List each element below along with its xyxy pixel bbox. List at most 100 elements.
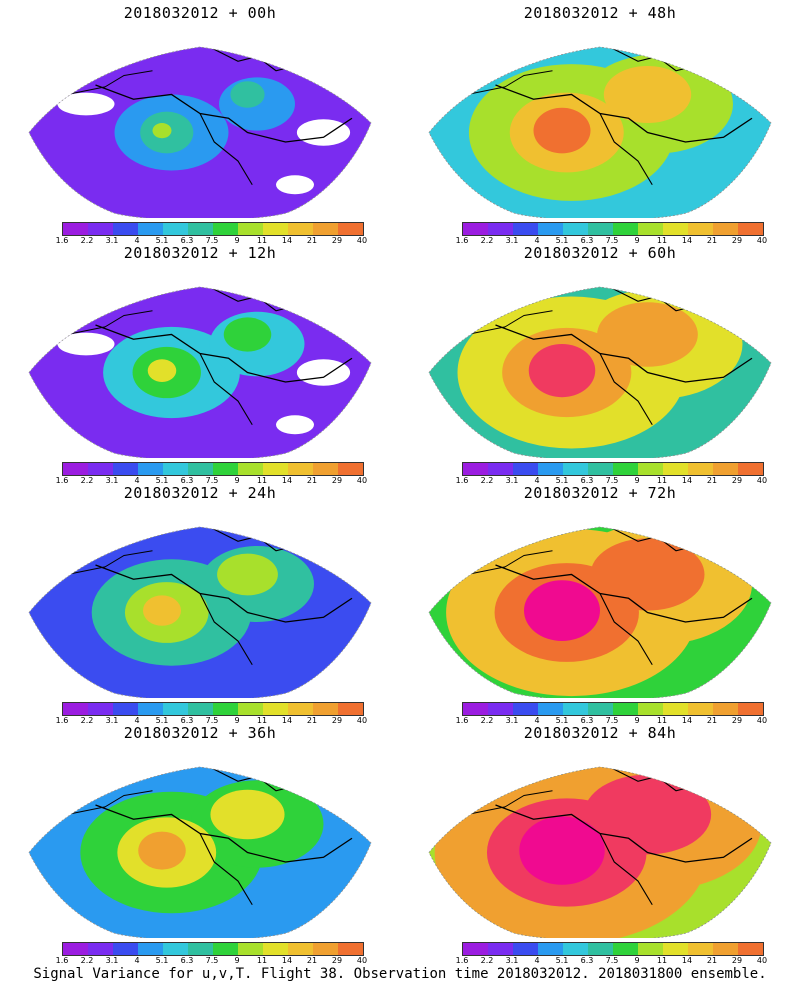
colorbar-tick-label: 14 [281, 476, 293, 485]
colorbar-tick-label: 11 [656, 956, 668, 965]
colorbar-tick-label: 2.2 [480, 236, 494, 245]
colorbar-ticks: 1.6 2.2 3.1 4 5.1 6.3 7.5 9 11 14 21 29 40 [450, 956, 767, 966]
colorbar-tick-label: 40 [756, 956, 768, 965]
colorbar-segment [588, 463, 613, 475]
colorbar-segment [588, 943, 613, 955]
colorbar-segment [463, 223, 488, 235]
colorbar-ticks: 1.6 2.2 3.1 4 5.1 6.3 7.5 9 11 14 21 29 40 [50, 236, 367, 246]
colorbar [62, 222, 364, 236]
colorbar-segment [488, 943, 513, 955]
colorbar-segment [738, 223, 763, 235]
colorbar-segment [163, 703, 188, 715]
variance-map [28, 46, 372, 218]
panel-title: 2018032012 + 84h [523, 724, 677, 742]
colorbar-tick-label: 3.1 [505, 716, 519, 725]
colorbar-segment [688, 463, 713, 475]
colorbar-segment [263, 463, 288, 475]
map-panel: 2018032012 + 00h 1.6 2.2 3.1 4 5.1 6.3 7.5 9 11 1… [0, 0, 400, 245]
colorbar-tick-label: 14 [281, 716, 293, 725]
colorbar-segment [213, 943, 238, 955]
colorbar-segment [238, 223, 263, 235]
colorbar-segment [163, 943, 188, 955]
colorbar-tick-label: 9 [634, 716, 640, 725]
colorbar-tick-label: 7.5 [605, 236, 619, 245]
colorbar-tick-label: 11 [256, 716, 268, 725]
colorbar-tick-label: 3.1 [505, 236, 519, 245]
colorbar-tick-label: 4 [534, 956, 540, 965]
colorbar-tick-label: 6.3 [580, 956, 594, 965]
colorbar-segment [263, 943, 288, 955]
colorbar-tick-label: 1.6 [455, 476, 469, 485]
colorbar [462, 942, 764, 956]
colorbar-tick-label: 2.2 [80, 716, 94, 725]
map-panel: 2018032012 + 72h 1.6 2.2 3.1 4 5.1 6.3 7.5 9 11 1… [400, 480, 800, 725]
colorbar-tick-label: 5.1 [555, 476, 569, 485]
colorbar-segment [613, 223, 638, 235]
colorbar-tick-label: 40 [756, 716, 768, 725]
colorbar-tick-label: 14 [681, 716, 693, 725]
colorbar-segment [163, 223, 188, 235]
colorbar-segment [713, 223, 738, 235]
colorbar-segment [288, 943, 313, 955]
colorbar-segment [63, 703, 88, 715]
colorbar-ticks: 1.6 2.2 3.1 4 5.1 6.3 7.5 9 11 14 21 29 40 [50, 476, 367, 486]
colorbar-segment [563, 463, 588, 475]
colorbar-segment [588, 223, 613, 235]
colorbar-segment [313, 943, 338, 955]
colorbar-segment [113, 703, 138, 715]
colorbar-tick-label: 9 [234, 236, 240, 245]
colorbar-segment [663, 223, 688, 235]
colorbar-segment [313, 463, 338, 475]
colorbar-segment [238, 703, 263, 715]
colorbar-segment [688, 943, 713, 955]
colorbar-tick-label: 6.3 [180, 716, 194, 725]
variance-map [428, 286, 772, 458]
colorbar-tick-label: 9 [234, 956, 240, 965]
colorbar-tick-label: 4 [134, 476, 140, 485]
colorbar-tick-label: 1.6 [55, 716, 69, 725]
colorbar-tick-label: 29 [731, 956, 743, 965]
colorbar-segment [188, 703, 213, 715]
colorbar-segment [513, 703, 538, 715]
colorbar-tick-label: 40 [756, 236, 768, 245]
colorbar-tick-label: 5.1 [155, 476, 169, 485]
colorbar-tick-label: 7.5 [205, 716, 219, 725]
colorbar-segment [713, 463, 738, 475]
colorbar-segment [738, 943, 763, 955]
colorbar-ticks: 1.6 2.2 3.1 4 5.1 6.3 7.5 9 11 14 21 29 40 [450, 236, 767, 246]
panel-title: 2018032012 + 72h [523, 484, 677, 502]
colorbar-tick-label: 6.3 [180, 236, 194, 245]
colorbar-tick-label: 4 [134, 956, 140, 965]
colorbar-tick-label: 40 [356, 236, 368, 245]
colorbar-tick-label: 11 [656, 716, 668, 725]
colorbar-tick-label: 4 [534, 476, 540, 485]
colorbar-tick-label: 21 [706, 716, 718, 725]
colorbar-segment [313, 703, 338, 715]
colorbar-segment [513, 943, 538, 955]
panel-title: 2018032012 + 36h [123, 724, 277, 742]
colorbar-segment [538, 703, 563, 715]
colorbar-tick-label: 9 [634, 476, 640, 485]
colorbar-tick-label: 7.5 [205, 476, 219, 485]
map-panel: 2018032012 + 12h 1.6 2.2 3.1 4 5.1 6.3 7.5 9 11 1… [0, 240, 400, 485]
colorbar-tick-label: 5.1 [555, 236, 569, 245]
colorbar-tick-label: 9 [234, 476, 240, 485]
colorbar [462, 462, 764, 476]
colorbar-segment [63, 943, 88, 955]
variance-map [28, 526, 372, 698]
colorbar-tick-label: 3.1 [105, 236, 119, 245]
colorbar-segment [138, 703, 163, 715]
colorbar-segment [338, 703, 363, 715]
colorbar-segment [63, 223, 88, 235]
colorbar-tick-label: 11 [256, 956, 268, 965]
map-panel: 2018032012 + 84h 1.6 2.2 3.1 4 5.1 6.3 7.5 9 11 1… [400, 720, 800, 965]
colorbar-segment [313, 223, 338, 235]
colorbar-tick-label: 2.2 [480, 476, 494, 485]
colorbar-tick-label: 14 [681, 476, 693, 485]
colorbar-segment [163, 463, 188, 475]
colorbar-tick-label: 21 [306, 956, 318, 965]
colorbar-tick-label: 5.1 [555, 956, 569, 965]
colorbar-tick-label: 3.1 [105, 956, 119, 965]
colorbar-segment [638, 223, 663, 235]
panel-title: 2018032012 + 12h [123, 244, 277, 262]
